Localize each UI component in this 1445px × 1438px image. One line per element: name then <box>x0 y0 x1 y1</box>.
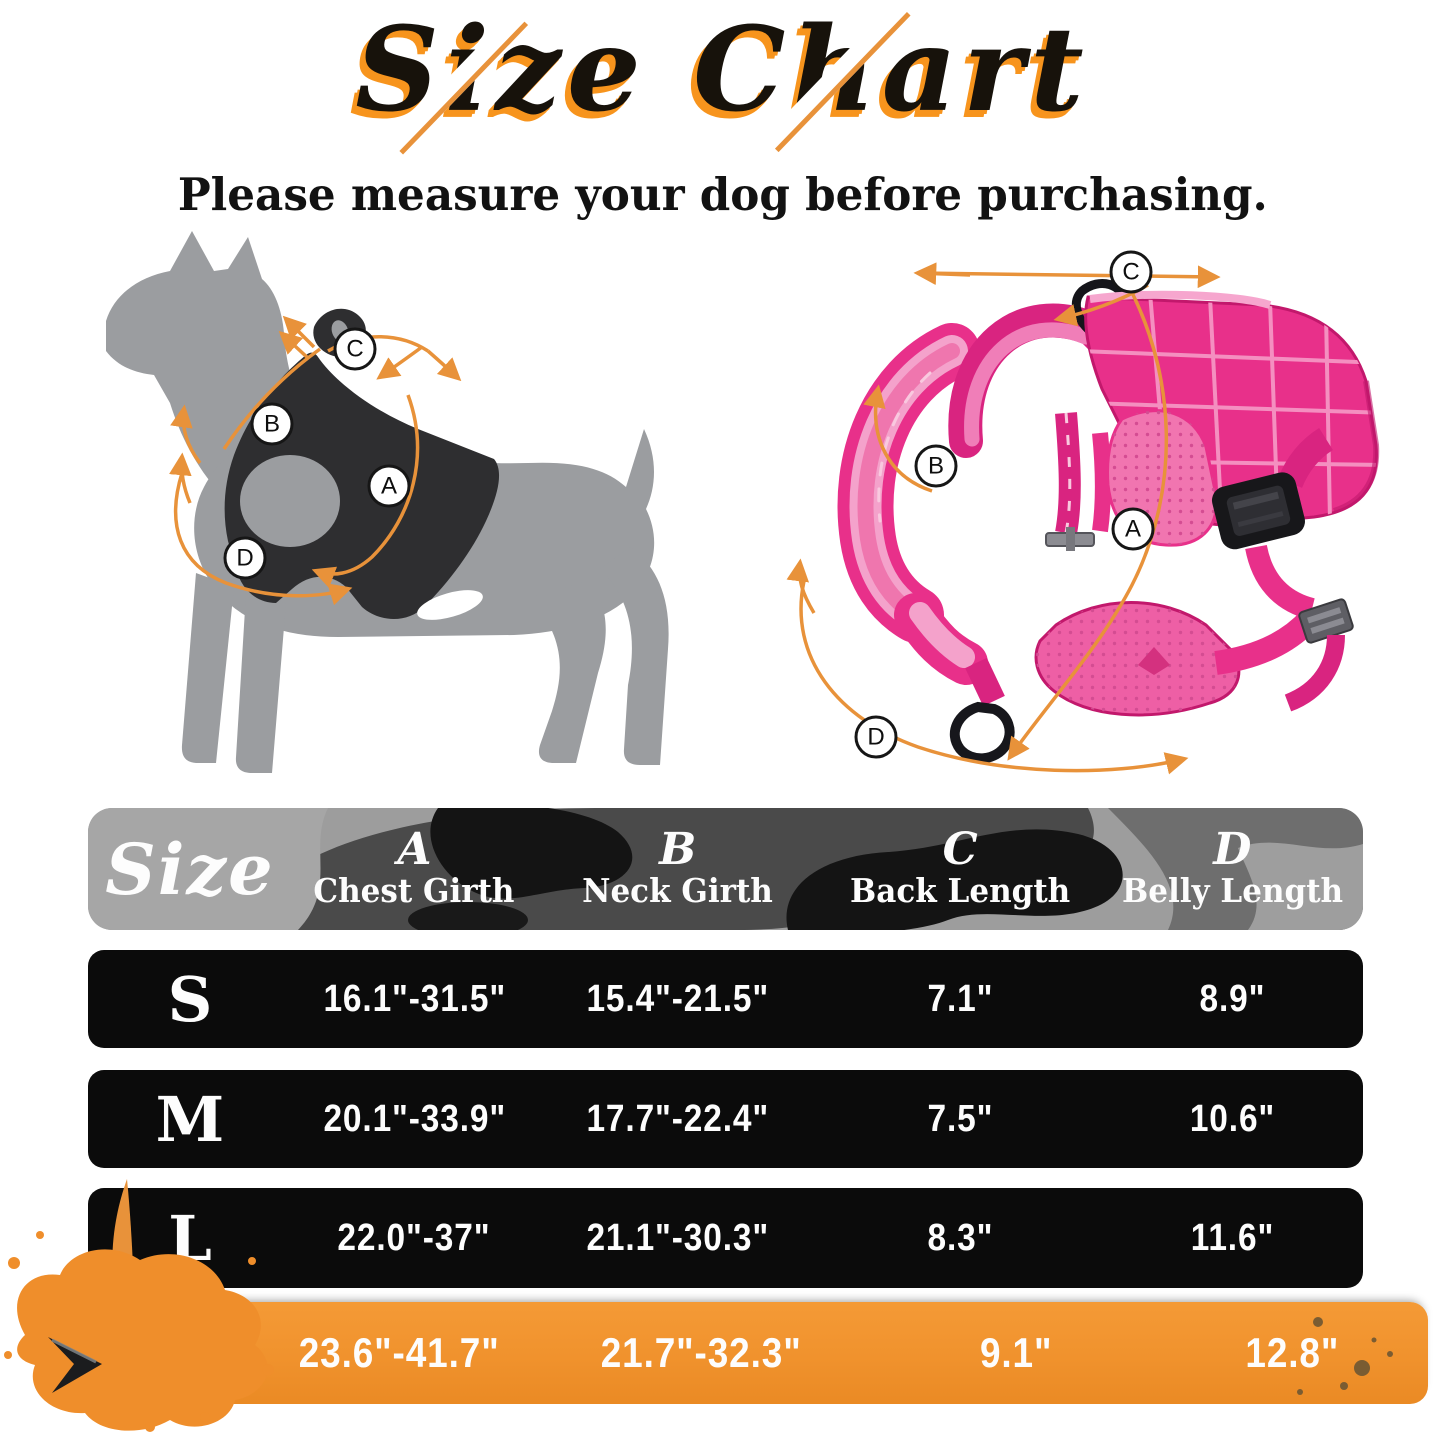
page-title: Size Chart <box>0 2 1445 138</box>
measure-arrow-neckgirth-icon <box>863 384 933 493</box>
neck-girth-cell: 21.7"-32.3" <box>600 1329 802 1376</box>
header-col-b: B Neck Girth <box>582 824 774 911</box>
chest-girth-cell: 23.6"-41.7" <box>298 1329 500 1376</box>
measure-arrow-backlength-icon <box>917 265 1221 289</box>
belly-length-cell: 8.9" <box>1199 977 1266 1020</box>
chest-girth-cell: 20.1"-33.9" <box>323 1097 506 1140</box>
splatter-speckles <box>1297 1317 1393 1395</box>
belly-length-cell: 12.8" <box>1244 1329 1339 1376</box>
marker-b-dog: B <box>250 402 294 446</box>
header-col-d: D Belly Length <box>1121 824 1343 911</box>
harness-chest-straps <box>1045 412 1111 551</box>
header-size-cell: Size <box>88 828 292 911</box>
size-cell: S <box>167 962 213 1036</box>
table-row: L 22.0"-37" 21.1"-30.3" 8.3" 11.6" <box>88 1188 1363 1288</box>
measure-arrow-neckgirth-icon <box>170 404 202 465</box>
neck-girth-cell: 21.1"-30.3" <box>586 1216 770 1259</box>
table-row-highlighted-xl: XL 23.6"-41.7" 21.7"-32.3" 9.1" 12.8" <box>100 1302 1428 1404</box>
page-subtitle: Please measure your dog before purchasin… <box>177 168 1268 221</box>
back-length-cell: 7.1" <box>927 977 994 1020</box>
harness-neck-pad <box>837 323 988 685</box>
measure-arrow-chestgirth-icon <box>1007 266 1169 761</box>
back-length-cell: 7.5" <box>927 1097 994 1140</box>
harness-belly-pad <box>1034 601 1319 717</box>
table-row: S 16.1"-31.5" 15.4"-21.5" 7.1" 8.9" <box>88 950 1363 1048</box>
side-release-buckle-icon <box>1211 427 1354 712</box>
size-cell: M <box>155 1082 225 1156</box>
marker-c-harness: C <box>1109 250 1153 294</box>
back-length-cell: 8.3" <box>927 1216 994 1259</box>
paint-splatter <box>4 1179 274 1432</box>
measure-arrow-belly-icon <box>169 452 192 504</box>
header-col-a: A Chest Girth <box>313 824 515 911</box>
marker-b-harness: B <box>914 444 958 488</box>
marker-a-harness: A <box>1111 507 1155 551</box>
marker-d-dog: D <box>223 536 267 580</box>
chest-girth-cell: 22.0"-37" <box>337 1216 491 1259</box>
pink-harness-diagram <box>786 262 1380 775</box>
measure-arrow-belly-icon <box>799 580 1189 775</box>
measure-arrows-harness <box>786 262 1221 775</box>
harness-strap <box>965 657 1005 707</box>
header-col-c: C Back Length <box>849 824 1071 911</box>
neck-girth-cell: 17.7"-22.4" <box>586 1097 770 1140</box>
measure-arrow-back-icon <box>426 349 462 382</box>
neck-girth-cell: 15.4"-21.5" <box>586 977 770 1020</box>
camo-background <box>88 808 1363 930</box>
marker-c-dog: C <box>333 327 377 371</box>
measure-arrow-belly-icon <box>173 472 353 606</box>
page-title-text: Size Chart <box>355 2 1090 138</box>
table-row: M 20.1"-33.9" 17.7"-22.4" 7.5" 10.6" <box>88 1070 1363 1168</box>
belly-length-cell: 10.6" <box>1189 1097 1275 1140</box>
measure-line-neck <box>222 347 322 450</box>
header-size-label: Size <box>105 827 275 911</box>
marker-d-harness: D <box>854 715 898 759</box>
xl-pointer-arrow-icon <box>48 1337 102 1393</box>
marker-a-dog: A <box>367 464 411 508</box>
measure-arrow-chest-icon <box>311 394 420 589</box>
bottom-d-ring-icon <box>949 701 1015 764</box>
size-table-header: Size A Chest Girth B Neck Girth C Back L… <box>88 808 1363 930</box>
belly-length-cell: 11.6" <box>1190 1216 1275 1259</box>
back-length-cell: 9.1" <box>980 1329 1053 1376</box>
measure-arrow-back-icon <box>376 345 424 380</box>
chest-girth-cell: 16.1"-31.5" <box>323 977 506 1020</box>
